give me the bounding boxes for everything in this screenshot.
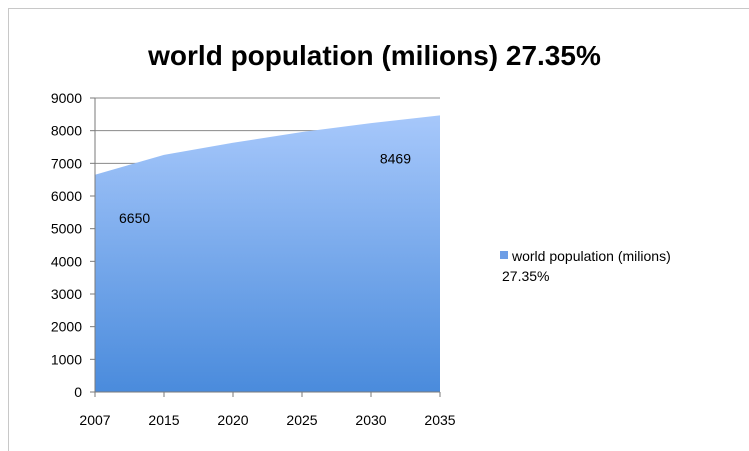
data-label: 6650 [119, 210, 150, 226]
x-tick-label: 2020 [217, 412, 248, 428]
y-tick-label: 3000 [51, 286, 82, 302]
data-label: 8469 [380, 150, 411, 166]
y-tick-label: 6000 [51, 188, 82, 204]
y-tick-label: 0 [74, 384, 82, 400]
y-tick-label: 2000 [51, 319, 82, 335]
legend-series-note: 27.35% [502, 268, 550, 284]
area-series-world-population [95, 115, 440, 392]
chart-title: world population (milions) 27.35% [148, 40, 601, 71]
y-tick-label: 5000 [51, 221, 82, 237]
legend-swatch [500, 251, 508, 259]
x-tick-label: 2007 [79, 412, 110, 428]
x-tick-label: 2025 [286, 412, 317, 428]
y-tick-label: 4000 [51, 253, 82, 269]
x-tick-label: 2015 [148, 412, 179, 428]
x-tick-label: 2030 [355, 412, 386, 428]
legend: world population (milions) 27.35% [500, 246, 749, 286]
y-tick-label: 1000 [51, 351, 82, 367]
y-tick-label: 8000 [51, 123, 82, 139]
x-tick-label: 2035 [424, 412, 455, 428]
legend-series-label: world population (milions) [512, 248, 671, 264]
chart-frame [8, 8, 749, 451]
y-tick-label: 9000 [51, 90, 82, 106]
y-tick-label: 7000 [51, 155, 82, 171]
